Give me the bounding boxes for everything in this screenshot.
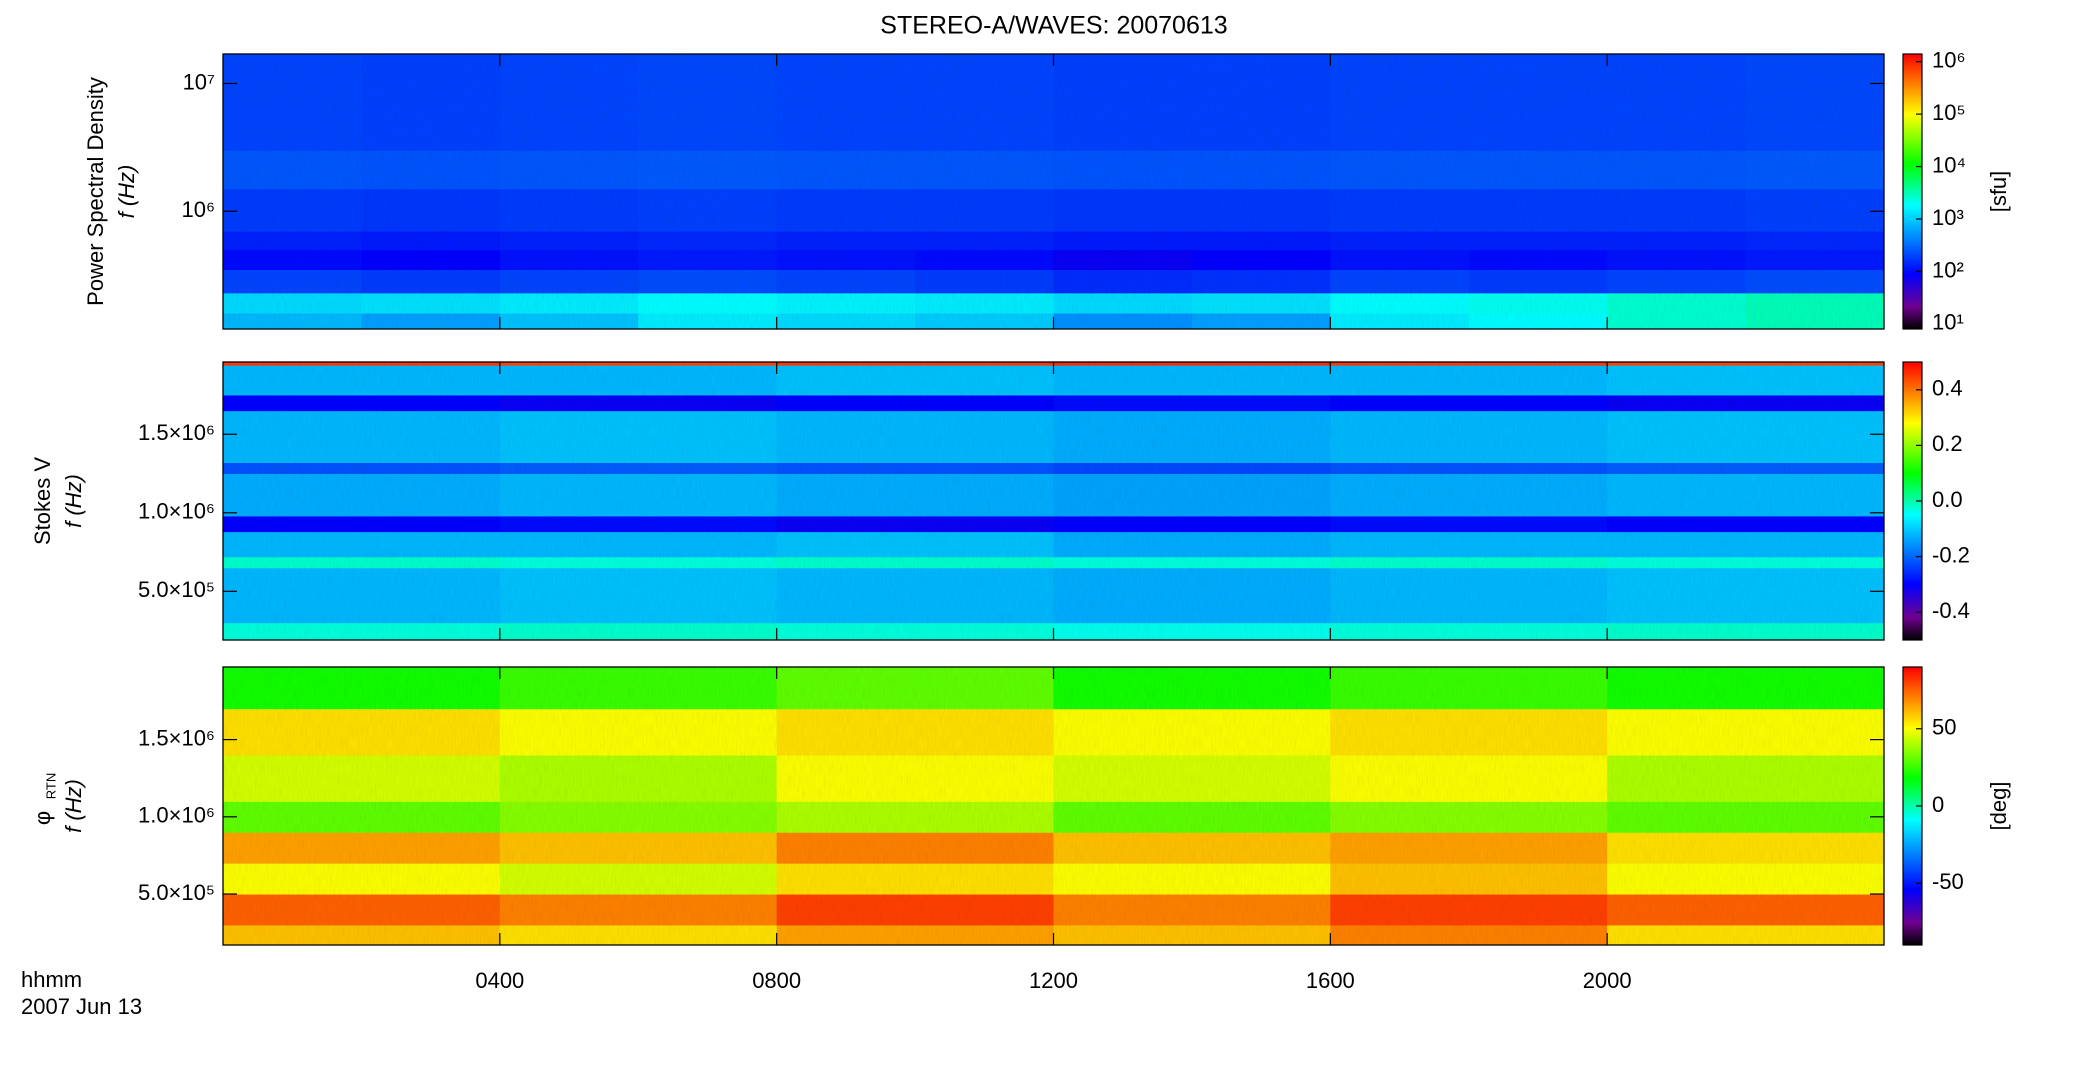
y-tick-label: 10⁶ (181, 197, 215, 222)
chart-title: STEREO-A/WAVES: 20070613 (880, 12, 1227, 40)
y-tick-label: 1.0×10⁶ (138, 803, 215, 828)
x-tick-label: 2000 (1583, 968, 1632, 993)
colorbar-tick-label: -50 (1932, 869, 1964, 894)
y-tick-label: 1.5×10⁶ (138, 725, 215, 750)
colorbar-tick-label: 0.0 (1932, 487, 1963, 512)
x-tick-label: 0400 (475, 968, 524, 993)
y-tick-label: 5.0×10⁵ (138, 577, 215, 602)
y-tick-label: 10⁷ (183, 69, 215, 94)
x-axis-label: hhmm (21, 967, 82, 992)
y-axis-label: f (Hz) (114, 165, 139, 219)
y-axis-label: φ (30, 811, 55, 825)
y-axis-label: Power Spectral Density (83, 77, 108, 306)
y-tick-label: 1.5×10⁶ (138, 420, 215, 445)
y-axis-label: f (Hz) (61, 474, 86, 528)
x-tick-label: 0800 (752, 968, 801, 993)
y-axis-label-subscript: RTN (43, 773, 58, 799)
texture (223, 362, 1884, 640)
colorbar-tick-label: 0.4 (1932, 376, 1963, 401)
colorbar-tick-label: 10² (1932, 257, 1964, 282)
colorbar-tick-label: 10¹ (1932, 310, 1964, 335)
texture (223, 667, 1884, 945)
x-axis-date: 2007 Jun 13 (21, 994, 142, 1019)
x-tick-label: 1200 (1029, 968, 1078, 993)
y-tick-label: 1.0×10⁶ (138, 499, 215, 524)
texture (223, 54, 1884, 329)
colorbar-tick-label: -0.4 (1932, 598, 1970, 623)
colorbar (1902, 53, 1923, 330)
y-tick-label: 5.0×10⁵ (138, 880, 215, 905)
colorbar-tick-label: 10³ (1932, 205, 1964, 230)
colorbar-label: [sfu] (1986, 171, 2011, 213)
colorbar-tick-label: 10⁶ (1932, 47, 1966, 72)
y-axis-label: f (Hz) (61, 779, 86, 833)
x-tick-label: 1600 (1306, 968, 1355, 993)
colorbar-tick-label: 10⁴ (1932, 152, 1966, 177)
colorbar-tick-label: 0.2 (1932, 431, 1963, 456)
colorbar-tick-label: -0.2 (1932, 542, 1970, 567)
colorbar-tick-label: 50 (1932, 715, 1956, 740)
colorbar-tick-label: 10⁵ (1932, 100, 1966, 125)
y-axis-label: Stokes V (30, 457, 55, 545)
colorbar-tick-label: 0 (1932, 792, 1944, 817)
colorbar-label: [deg] (1986, 782, 2011, 831)
